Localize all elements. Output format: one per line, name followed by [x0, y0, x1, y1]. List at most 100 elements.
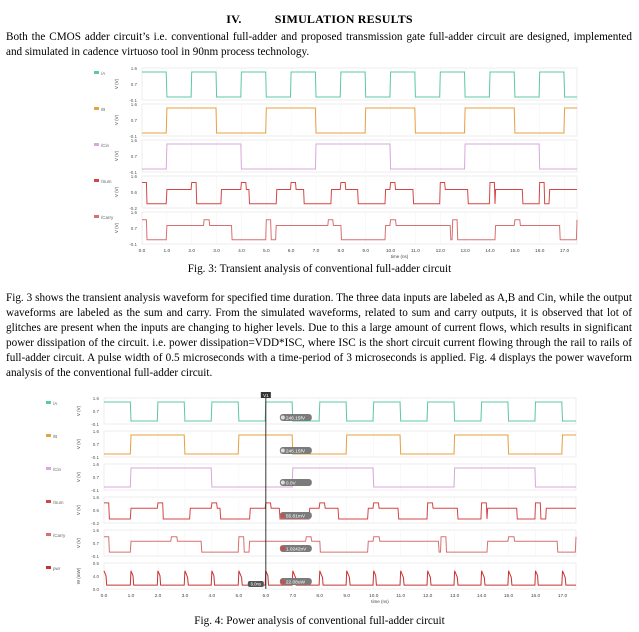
x-tick-label: 2.0 [188, 248, 195, 254]
y-axis-label: V (V) [76, 405, 81, 416]
x-tick-label: 12.0 [423, 593, 433, 599]
x-tick-label: 5.0 [236, 593, 243, 599]
x-tick-label: 17.0 [558, 593, 568, 599]
y-tick-label: -0.1 [129, 170, 137, 175]
plot-panel [103, 397, 577, 425]
legend-label-a: /A [101, 71, 105, 76]
figure-4-power-plot: /A V (V) 1.6 0.7 -0.1/B V (V) 1.6 0.7 -0.1/Cin V … [46, 392, 577, 604]
legend-label-b: /B [53, 434, 57, 439]
x-tick-label: 3.0 [182, 593, 189, 599]
legend-swatch-b [94, 107, 99, 110]
x-tick-label: 1.0 [128, 593, 135, 599]
y-axis-label: V (V) [76, 471, 81, 482]
plot-panel [141, 139, 578, 173]
x-tick-label: 16.0 [535, 248, 545, 254]
y-tick-label: 1.6 [93, 528, 100, 533]
y-tick-label: -0.1 [129, 134, 137, 139]
plot-panel [103, 562, 577, 590]
marker-value: 246.15fV [286, 449, 306, 455]
x-tick-label: 8.0 [316, 593, 323, 599]
cursor-x-value: 6.0ns [251, 582, 262, 587]
y-axis-label: V (V) [76, 438, 81, 449]
plot-panel [141, 211, 578, 245]
y-tick-label: -0.1 [129, 242, 137, 247]
y-tick-label: 1.6 [131, 102, 138, 107]
waveform-carry [142, 219, 578, 241]
x-axis-label: time (ns) [391, 254, 409, 259]
legend-label-cin: /Cin [53, 467, 61, 472]
x-tick-label: 9.0 [362, 248, 369, 254]
legend-swatch-pwr [46, 566, 51, 569]
marker-dot [280, 448, 285, 453]
x-tick-label: 9.0 [343, 593, 350, 599]
x-tick-label: 12.0 [436, 248, 446, 254]
marker-badge [279, 545, 312, 552]
x-tick-label: 6.0 [262, 593, 269, 599]
y-tick-label: 0.7 [131, 226, 138, 231]
marker-dot [280, 480, 285, 485]
legend-swatch-b [46, 434, 51, 437]
marker-value: 246.15fV [286, 416, 306, 422]
y-tick-label: 0.7 [131, 154, 138, 159]
x-tick-label: 10.0 [386, 248, 396, 254]
y-tick-label: 1.6 [131, 138, 138, 143]
x-tick-label: 4.0 [209, 593, 216, 599]
marker-badge [279, 414, 312, 421]
legend-swatch-carry [94, 215, 99, 218]
marker-dot [280, 546, 285, 551]
figure-3-caption: Fig. 3: Transient analysis of convention… [187, 263, 452, 275]
waveform-b [104, 434, 576, 455]
y-axis-label: V (V) [114, 150, 119, 161]
marker-badge [279, 512, 312, 519]
legend-label-carry: /Carry [53, 533, 66, 538]
waveform-sum [142, 182, 577, 205]
y-tick-label: 0.0 [93, 587, 100, 592]
x-tick-label: 11.0 [411, 248, 420, 254]
cursor-x-badge [247, 581, 264, 587]
y-axis-label: V (V) [76, 504, 81, 515]
y-tick-label: 0.6 [131, 190, 138, 195]
x-tick-label: 7.0 [289, 593, 296, 599]
legend-swatch-carry [46, 533, 51, 536]
y-axis-label: V (V) [114, 78, 119, 89]
y-axis-label: V (V) [76, 537, 81, 548]
body-paragraph: Fig. 3 shows the transient analysis wave… [6, 292, 632, 379]
y-tick-label: -0.1 [129, 98, 137, 103]
legend-label-cin: /Cin [101, 143, 109, 148]
marker-dot [280, 513, 285, 518]
y-tick-label: 0.7 [93, 475, 100, 480]
marker-value: 55.81mV [286, 514, 306, 520]
y-tick-label: -0.2 [91, 521, 99, 526]
section-heading: IV. SIMULATION RESULTS [0, 12, 639, 27]
y-tick-label: 0.7 [93, 409, 100, 414]
y-tick-label: 1.6 [93, 495, 100, 500]
legend-swatch-sum [46, 500, 51, 503]
x-tick-label: 14.0 [485, 248, 495, 254]
x-tick-label: 2.0 [155, 593, 162, 599]
x-tick-label: 14.0 [477, 593, 487, 599]
plot-panel [141, 103, 578, 137]
marker-badge [279, 479, 312, 486]
x-tick-label: 13.0 [450, 593, 460, 599]
waveform-a [104, 401, 576, 422]
x-tick-label: 15.0 [510, 248, 520, 254]
marker-value: 0.0V [286, 481, 297, 487]
y-tick-label: 0.7 [93, 442, 100, 447]
section-title: SIMULATION RESULTS [274, 12, 413, 26]
y-tick-label: 1.6 [93, 462, 100, 467]
figure-3-transient-plot: /A V (V) 1.6 0.7 -0.1/B V (V) 1.6 0.7 -0.1/Cin V … [94, 66, 578, 259]
plot-panel [103, 430, 577, 458]
y-tick-label: 0.7 [131, 118, 138, 123]
waveform-pwr [103, 570, 576, 586]
legend-label-b: /B [101, 107, 105, 112]
y-tick-label: -0.1 [91, 488, 99, 493]
waveform-sum [104, 502, 576, 520]
y-tick-label: 4.0 [93, 574, 100, 579]
x-tick-label: 11.0 [396, 593, 405, 599]
x-tick-label: 3.0 [213, 248, 220, 254]
x-tick-label: 13.0 [460, 248, 470, 254]
waveform-carry [104, 536, 577, 553]
legend-label-sum: /Sum [101, 179, 112, 184]
waveform-cin [104, 467, 576, 488]
y-tick-label: 1.6 [131, 210, 138, 215]
